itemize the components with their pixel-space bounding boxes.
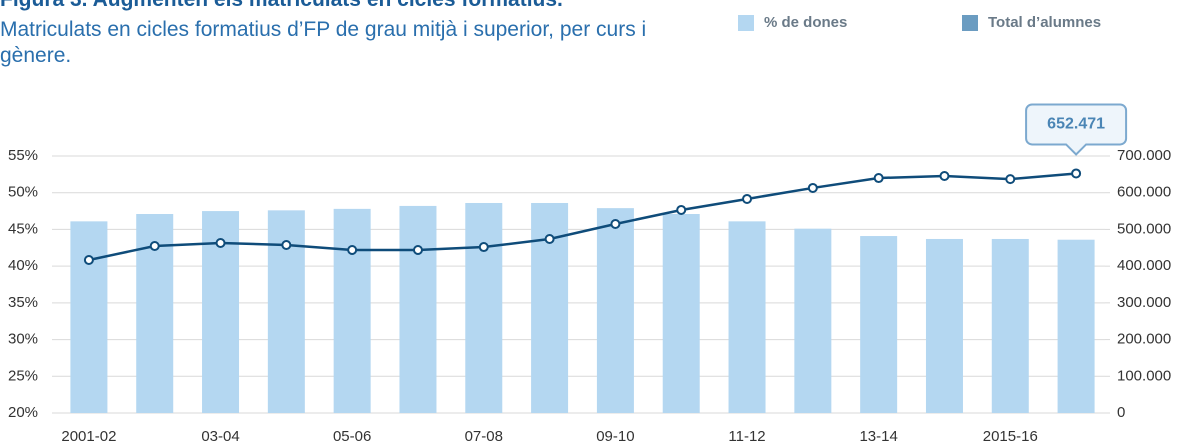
x-tick-label: 2001-02	[61, 428, 116, 445]
y2-tick-label: 300.000	[1117, 294, 1171, 311]
callout-box	[1025, 103, 1128, 156]
line-marker	[83, 255, 94, 266]
y2-tick-label: 500.000	[1117, 220, 1171, 237]
line-marker	[1005, 174, 1016, 185]
line-marker	[149, 240, 160, 251]
bar	[333, 208, 371, 413]
legend-label: % de dones	[764, 14, 848, 31]
y2-tick-label: 100.000	[1117, 367, 1171, 384]
y2-tick-label: 400.000	[1117, 257, 1171, 274]
line-marker	[742, 193, 753, 204]
bar	[662, 214, 700, 413]
line-marker	[676, 204, 687, 215]
x-tick-label: 13-14	[859, 428, 897, 445]
y-tick-label: 35%	[8, 294, 38, 311]
bar	[794, 228, 832, 413]
chart-title: Figura 3. Augmenten els matriculats en c…	[0, 0, 563, 12]
legend-swatch	[738, 14, 754, 31]
x-tick-label: 09-10	[596, 428, 634, 445]
line-marker	[478, 242, 489, 253]
bar	[465, 202, 503, 413]
bar	[70, 221, 108, 413]
bar	[925, 238, 963, 413]
bar	[1057, 239, 1095, 413]
x-tick-label: 11-12	[728, 428, 765, 445]
bar	[860, 236, 898, 413]
bar	[399, 205, 437, 413]
y-tick-label: 45%	[8, 220, 38, 237]
legend-item: % de dones	[738, 14, 847, 31]
bar	[991, 238, 1029, 413]
line-marker	[1071, 168, 1082, 179]
line-marker	[347, 244, 358, 255]
line-marker	[610, 218, 621, 229]
legend-swatch	[962, 14, 978, 31]
y2-tick-label: 700.000	[1117, 147, 1171, 164]
y-tick-label: 20%	[8, 404, 38, 421]
bar	[728, 221, 766, 413]
line-marker	[412, 244, 423, 255]
line-marker	[807, 182, 818, 193]
y2-tick-label: 0	[1117, 404, 1125, 421]
x-tick-label: 05-06	[333, 428, 371, 445]
line-marker	[939, 171, 950, 182]
x-tick-label: 07-08	[465, 428, 503, 445]
line-marker	[215, 238, 226, 249]
x-tick-label: 03-04	[201, 428, 239, 445]
y-tick-label: 25%	[8, 367, 38, 384]
line	[88, 172, 1077, 262]
y2-tick-label: 600.000	[1117, 184, 1171, 201]
line-marker	[873, 173, 884, 184]
y2-tick-label: 200.000	[1117, 331, 1171, 348]
bar	[596, 208, 634, 413]
x-tick-label: 2015-16	[983, 428, 1038, 445]
y-tick-label: 40%	[8, 257, 38, 274]
y-tick-label: 50%	[8, 184, 38, 201]
line-marker	[281, 239, 292, 250]
y-tick-label: 55%	[8, 147, 38, 164]
chart-subtitle: Matriculats en cicles formatius d’FP de …	[0, 18, 647, 67]
data-label: 652.471	[1047, 116, 1105, 133]
legend-label: Total d’alumnes	[988, 14, 1102, 31]
y-tick-label: 30%	[8, 331, 38, 348]
line-marker	[544, 233, 555, 244]
legend-item: Total d’alumnes	[962, 14, 1101, 31]
